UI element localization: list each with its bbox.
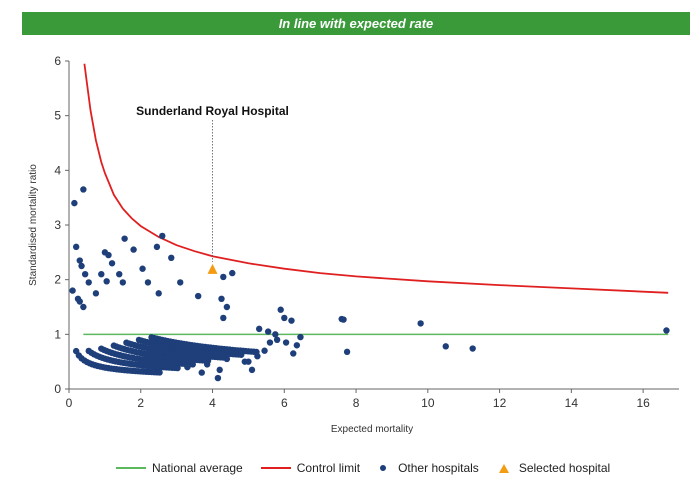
other-hospital-point	[78, 262, 85, 270]
legend-other: Other hospitals	[378, 461, 479, 475]
x-tick-label: 14	[565, 396, 579, 410]
other-hospital-point	[264, 328, 272, 335]
other-hospital-point	[214, 374, 222, 382]
other-hospital-point	[74, 295, 82, 302]
other-hospital-point	[442, 343, 449, 350]
other-hospital-point	[218, 295, 225, 302]
other-hospital-point	[81, 271, 89, 278]
other-hospital-point	[297, 333, 304, 341]
other-hospital-point	[417, 320, 424, 327]
other-hospital-point	[273, 336, 281, 343]
other-hospital-point	[103, 278, 110, 285]
legend-control-label: Control limit	[296, 461, 361, 475]
y-tick-label: 5	[54, 109, 61, 123]
other-hospital-point	[293, 342, 301, 349]
other-hospital-point	[248, 366, 256, 374]
other-hospital-point	[168, 254, 175, 261]
x-tick-label: 8	[353, 396, 360, 410]
other-hospital-point	[343, 348, 351, 356]
other-hospital-point	[340, 316, 347, 323]
control-limit-swatch	[260, 467, 291, 469]
other-hospital-point	[469, 345, 476, 352]
other-hospital-point	[130, 246, 137, 253]
other-hospital-point	[92, 290, 100, 297]
chart-marks	[69, 63, 670, 382]
legend-selected: Selected hospital	[497, 461, 610, 475]
y-tick-label: 2	[54, 273, 61, 287]
other-hospital-point	[153, 243, 161, 251]
selected-hospital-swatch	[498, 463, 509, 473]
other-hospital-point	[71, 199, 78, 207]
other-hospital-point	[139, 265, 146, 272]
other-hospital-point	[69, 287, 76, 294]
other-hospital-point	[290, 350, 297, 357]
y-tick-label: 6	[54, 54, 61, 68]
other-hospital-point	[177, 279, 184, 286]
other-hospital-point	[105, 251, 112, 259]
other-hospital-point	[288, 317, 295, 324]
selected-hospital-point	[207, 263, 218, 274]
y-axis-label: Standardised mortality ratio	[28, 164, 39, 286]
legend-selected-label: Selected hospital	[518, 461, 611, 475]
x-tick-label: 6	[281, 396, 288, 410]
other-hospital-point	[220, 314, 227, 322]
other-hospital-point	[216, 366, 223, 374]
other-hospital-point	[76, 257, 83, 264]
other-hospital-point	[156, 369, 163, 376]
result-banner: In line with expected rate	[22, 12, 690, 35]
other-hospital-point	[119, 279, 127, 286]
other-hospital-point	[272, 331, 279, 338]
other-hospital-point	[253, 348, 260, 356]
other-hospital-point	[72, 243, 80, 251]
other-hospital-point	[223, 303, 231, 311]
x-tick-label: 16	[636, 396, 650, 410]
x-axis-label: Expected mortality	[331, 424, 413, 435]
x-tick-label: 4	[209, 396, 216, 410]
legend-national-label: National average	[152, 461, 243, 475]
other-hospital-point	[80, 186, 87, 193]
legend-national: National average	[116, 461, 243, 475]
other-hospital-point	[220, 273, 227, 281]
other-hospital-point	[261, 347, 268, 354]
x-tick-label: 10	[421, 396, 435, 410]
legend-control: Control limit	[260, 461, 361, 475]
other-hospital-point	[108, 260, 116, 267]
y-tick-label: 1	[54, 327, 61, 341]
other-hospital-point	[241, 358, 249, 365]
other-hospital-point	[144, 279, 152, 286]
other-hospital-point	[198, 369, 205, 376]
x-tick-label: 12	[493, 396, 507, 410]
y-tick-label: 4	[54, 163, 61, 177]
selected-hospital-label: Sunderland Royal Hospital	[136, 104, 289, 118]
other-hospital-swatch	[380, 465, 387, 471]
other-hospital-point	[80, 303, 87, 311]
y-tick-label: 3	[54, 218, 61, 232]
control-limit-line	[83, 63, 669, 294]
y-tick-label: 0	[54, 382, 61, 396]
national-average-swatch	[116, 467, 146, 469]
other-hospital-point	[98, 271, 105, 278]
other-hospital-point	[281, 314, 288, 322]
other-hospital-point	[282, 339, 290, 346]
other-hospital-point	[121, 235, 128, 242]
other-hospital-point	[266, 339, 274, 346]
x-tick-label: 0	[66, 396, 73, 410]
other-hospital-point	[255, 325, 263, 333]
other-hospital-point	[663, 327, 670, 334]
legend-other-label: Other hospitals	[398, 461, 479, 475]
other-hospital-point	[277, 306, 284, 313]
other-hospital-point	[155, 290, 162, 297]
other-hospital-point	[85, 279, 92, 286]
other-hospital-point	[194, 292, 202, 300]
x-tick-label: 2	[137, 396, 144, 410]
other-hospital-point	[229, 269, 236, 277]
legend: National average Control limit Other hos…	[116, 457, 690, 479]
other-hospital-point	[116, 271, 123, 278]
other-hospital-point	[159, 232, 166, 240]
